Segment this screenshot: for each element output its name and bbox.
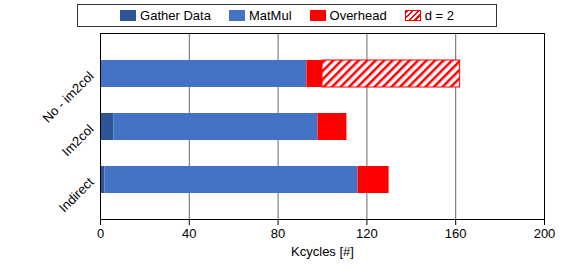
svg-text:120: 120 — [356, 226, 378, 241]
svg-text:Kcycles [#]: Kcycles [#] — [291, 244, 354, 259]
html-text:Overhead: Overhead — [329, 8, 387, 23]
html-text:MatMul: MatMul — [248, 8, 292, 23]
html-text:d = 2: d = 2 — [424, 8, 454, 23]
svg-text:No - im2col: No - im2col — [39, 68, 96, 125]
html-text:Gather Data: Gather Data — [140, 8, 211, 23]
svg-text:0: 0 — [97, 226, 104, 241]
svg-text:Im2col: Im2col — [59, 121, 97, 159]
svg-text:160: 160 — [445, 226, 467, 241]
svg-text:40: 40 — [182, 226, 196, 241]
svg-text:Indirect: Indirect — [56, 174, 97, 215]
svg-text:80: 80 — [271, 226, 285, 241]
svg-text:200: 200 — [534, 226, 556, 241]
